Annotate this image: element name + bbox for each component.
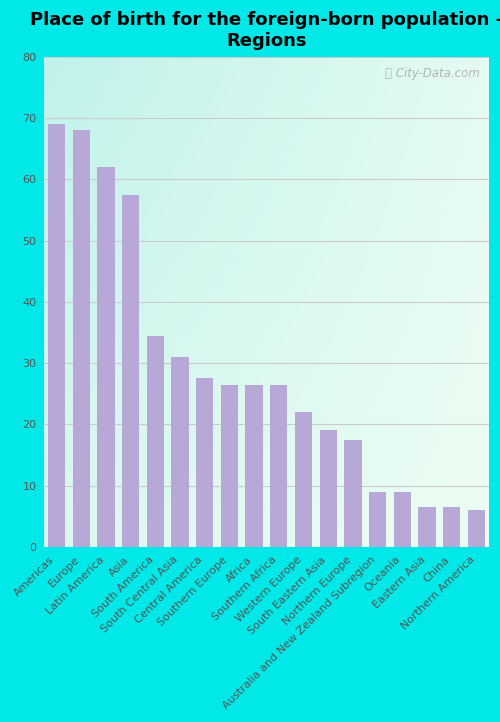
Bar [394, 492, 411, 547]
Bar [196, 378, 214, 547]
Bar [468, 510, 485, 547]
Bar [122, 195, 139, 547]
Bar [246, 385, 263, 547]
Bar [221, 385, 238, 547]
Bar [443, 507, 460, 547]
Text: ⓘ City-Data.com: ⓘ City-Data.com [385, 67, 480, 80]
Bar [344, 440, 362, 547]
Bar [320, 430, 337, 547]
Bar [270, 385, 287, 547]
Bar [295, 412, 312, 547]
Bar [418, 507, 436, 547]
Title: Place of birth for the foreign-born population -
Regions: Place of birth for the foreign-born popu… [30, 11, 500, 50]
Bar [172, 357, 188, 547]
Bar [48, 124, 65, 547]
Bar [97, 168, 114, 547]
Bar [72, 131, 90, 547]
Bar [146, 336, 164, 547]
Bar [369, 492, 386, 547]
